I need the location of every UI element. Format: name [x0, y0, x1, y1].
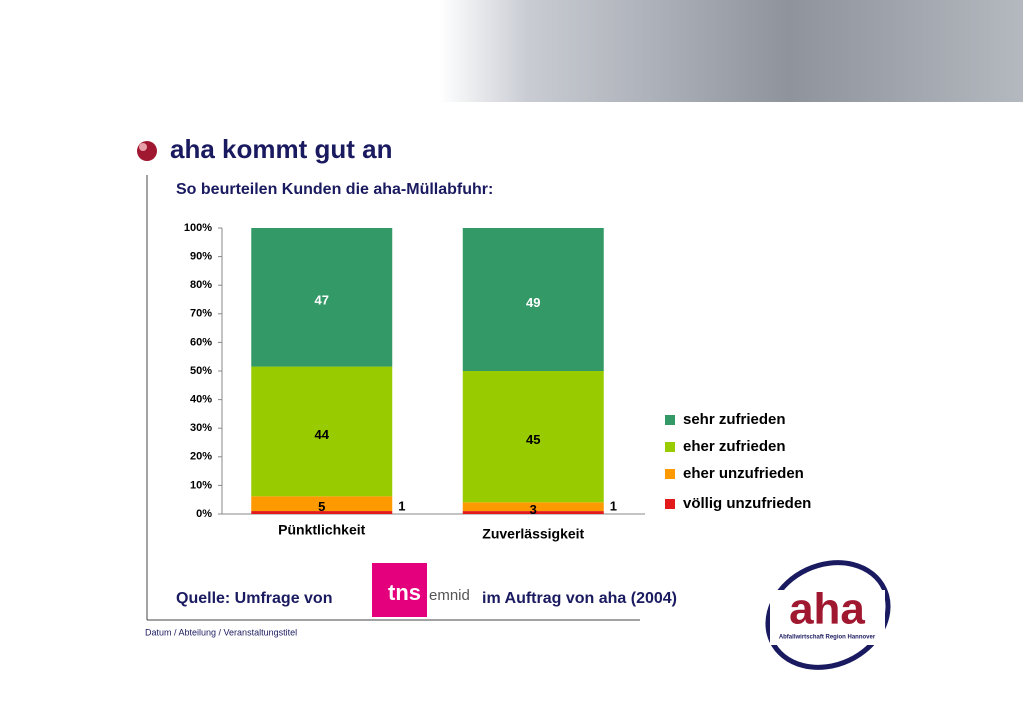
- data-label: 47: [315, 293, 329, 308]
- y-tick-label: 20%: [190, 451, 212, 463]
- data-label: 5: [318, 499, 325, 514]
- y-tick-label: 100%: [184, 222, 212, 234]
- chart-title: So beurteilen Kunden die aha-Müllabfuhr:: [176, 181, 493, 198]
- bullet: [137, 141, 157, 161]
- source-text: Quelle: Umfrage von: [176, 590, 332, 607]
- tns-logo: [372, 563, 427, 617]
- legend-swatch: [665, 469, 675, 479]
- aha-logo-subtitle: Abfallwirtschaft Region Hannover: [779, 635, 876, 641]
- aha-logo-bg: [770, 590, 885, 645]
- y-tick-label: 30%: [190, 422, 212, 434]
- footer-text: Datum / Abteilung / Veranstaltungstitel: [145, 627, 297, 637]
- data-label: 1: [610, 499, 617, 514]
- data-label: 45: [526, 432, 540, 447]
- bar-segment: [251, 511, 393, 514]
- legend-swatch: [665, 415, 675, 425]
- bar-segment: [462, 371, 604, 503]
- source-text: im Auftrag von aha (2004): [482, 590, 677, 607]
- slide-title: aha kommt gut an: [170, 134, 392, 164]
- y-tick-label: 70%: [190, 308, 212, 320]
- y-tick-label: 80%: [190, 279, 212, 291]
- y-tick-label: 50%: [190, 365, 212, 377]
- bar-segment: [251, 496, 393, 512]
- aha-logo-text: aha: [789, 585, 865, 634]
- tns-logo-text: tns: [388, 580, 421, 605]
- data-label: 1: [398, 498, 405, 513]
- emnid-text: emnid: [429, 587, 470, 604]
- y-tick-label: 0%: [196, 508, 212, 520]
- bar-segment: [251, 228, 393, 367]
- y-tick-label: 10%: [190, 479, 212, 491]
- legend-label: völlig unzufrieden: [683, 495, 811, 512]
- data-label: 49: [526, 295, 540, 310]
- legend-label: eher unzufrieden: [683, 465, 804, 482]
- legend-swatch: [665, 442, 675, 452]
- legend-swatch: [665, 499, 675, 509]
- bar-segment: [462, 228, 604, 371]
- legend-label: eher zufrieden: [683, 438, 786, 455]
- y-tick-label: 60%: [190, 336, 212, 348]
- bullet-highlight: [139, 143, 147, 151]
- legend-label: sehr zufrieden: [683, 411, 786, 428]
- bar-segment: [251, 366, 393, 497]
- y-tick-label: 90%: [190, 251, 212, 263]
- y-tick-label: 40%: [190, 394, 212, 406]
- bar-segment: [462, 502, 604, 512]
- data-label: 3: [530, 502, 537, 517]
- x-tick-label: Pünktlichkeit: [278, 522, 365, 538]
- data-label: 44: [315, 427, 330, 442]
- x-tick-label: Zuverlässigkeit: [482, 526, 584, 542]
- bar-segment: [462, 511, 604, 514]
- header-photo: [440, 0, 1023, 102]
